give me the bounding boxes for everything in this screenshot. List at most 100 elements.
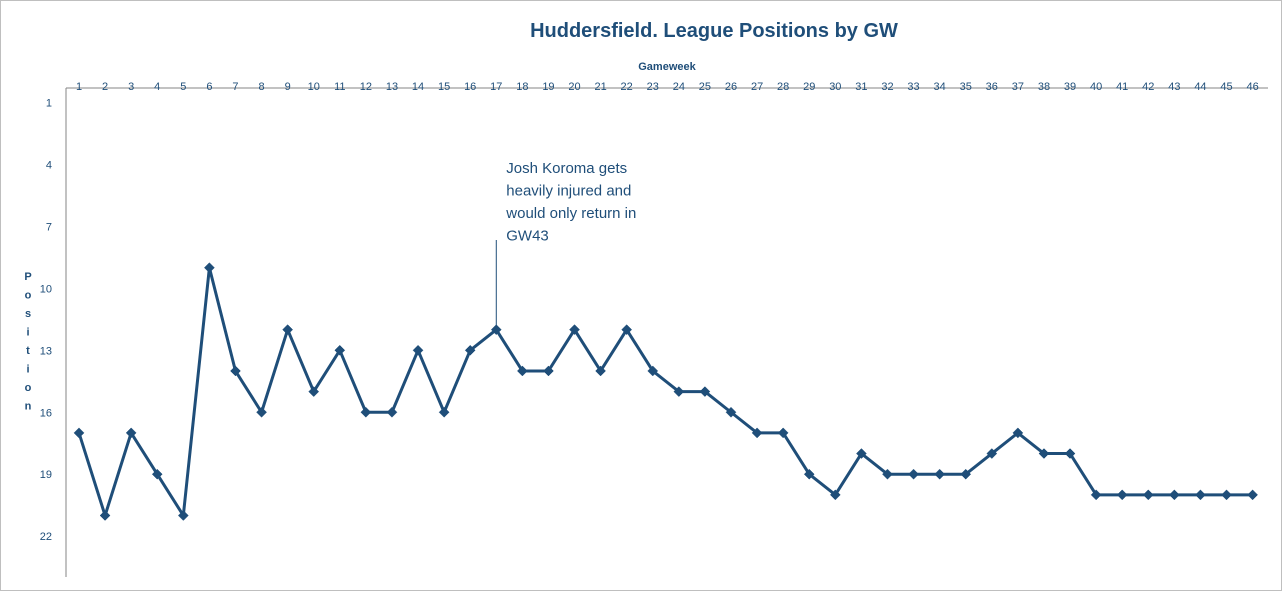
annotation-text-line: would only return in <box>505 205 636 222</box>
data-point-marker <box>1142 489 1154 501</box>
x-tick-label: 34 <box>934 81 946 93</box>
x-tick-label: 35 <box>960 81 972 93</box>
x-tick-label: 11 <box>334 81 345 93</box>
y-tick-label: 16 <box>40 407 52 419</box>
x-tick-label: 29 <box>803 81 815 93</box>
x-tick-label: 8 <box>258 81 264 93</box>
x-tick-label: 42 <box>1142 81 1154 93</box>
data-point-marker <box>438 406 450 418</box>
data-point-marker <box>751 427 763 439</box>
x-tick-label: 20 <box>568 81 580 93</box>
x-tick-label: 46 <box>1246 81 1258 93</box>
x-tick-label: 36 <box>986 81 998 93</box>
data-point-marker <box>360 406 372 418</box>
x-tick-label: 24 <box>673 81 685 93</box>
data-point-marker <box>882 468 893 480</box>
x-tick-label: 12 <box>360 81 372 93</box>
x-axis-title: Gameweek <box>638 61 696 73</box>
x-tick-label: 45 <box>1220 81 1232 93</box>
series-group <box>73 262 1258 521</box>
y-tick-label: 1 <box>46 98 52 110</box>
data-point-marker <box>1064 448 1076 459</box>
data-point-marker <box>621 324 633 336</box>
data-point-marker <box>517 365 528 377</box>
data-point-marker <box>125 427 137 439</box>
data-point-marker <box>1247 489 1258 501</box>
data-point-marker <box>856 448 867 459</box>
data-point-marker <box>1169 489 1180 501</box>
data-point-marker <box>803 468 815 480</box>
data-point-marker <box>256 406 267 418</box>
data-point-marker <box>1012 427 1024 439</box>
y-tick-label: 13 <box>40 345 52 357</box>
data-point-marker <box>1221 489 1232 501</box>
data-point-marker <box>673 386 685 397</box>
x-tick-label: 9 <box>285 81 291 93</box>
x-tick-label: 40 <box>1090 81 1102 93</box>
x-tick-label: 18 <box>516 81 528 93</box>
data-point-marker <box>99 510 111 521</box>
x-tick-label: 43 <box>1168 81 1180 93</box>
data-point-marker <box>569 324 580 336</box>
x-tick-label: 17 <box>490 81 502 93</box>
chart-title: Huddersfield. League Positions by GW <box>530 20 898 42</box>
x-tick-label: 31 <box>855 81 867 93</box>
x-tick-label: 6 <box>206 81 212 93</box>
x-tick-label: 38 <box>1038 81 1050 93</box>
data-point-marker <box>73 427 85 439</box>
x-tick-label: 41 <box>1116 81 1128 93</box>
y-tick-label: 19 <box>40 469 52 481</box>
x-tick-label: 23 <box>647 81 659 93</box>
y-axis-title-letter: t <box>26 345 30 357</box>
x-tick-label: 39 <box>1064 81 1076 93</box>
x-tick-label: 4 <box>154 81 160 93</box>
data-point-marker <box>986 448 998 459</box>
data-point-marker <box>725 406 737 418</box>
annotation-text-line: heavily injured and <box>506 183 631 200</box>
x-tick-label: 33 <box>907 81 919 93</box>
axes <box>65 87 1268 577</box>
data-point-marker <box>230 365 241 377</box>
y-tick-label: 4 <box>46 159 52 171</box>
x-tick-label: 5 <box>180 81 186 93</box>
data-point-marker <box>1116 489 1128 501</box>
data-point-marker <box>204 262 215 274</box>
x-tick-label: 19 <box>542 81 554 93</box>
data-point-marker <box>699 386 711 397</box>
data-point-marker <box>934 468 945 480</box>
y-tick-label: 22 <box>40 531 52 543</box>
x-tick-label: 22 <box>621 81 633 93</box>
x-tick-label: 37 <box>1012 81 1024 93</box>
y-tick-label: 10 <box>40 283 52 295</box>
data-point-marker <box>412 344 424 356</box>
y-axis-title: Position <box>24 271 31 413</box>
x-tick-label: 14 <box>412 81 424 93</box>
data-point-marker <box>1090 489 1102 501</box>
x-tick-label: 3 <box>128 81 134 93</box>
data-point-marker <box>908 468 919 480</box>
data-point-marker <box>1038 448 1050 459</box>
data-point-marker <box>829 489 841 501</box>
y-axis-title-letter: i <box>26 364 29 376</box>
data-point-marker <box>308 386 320 397</box>
y-axis-title-letter: P <box>24 271 31 283</box>
x-tick-label: 15 <box>438 81 450 93</box>
x-tick-label: 26 <box>725 81 737 93</box>
x-tick-label: 32 <box>881 81 893 93</box>
y-axis-title-letter: o <box>25 290 32 302</box>
data-point-marker <box>282 324 293 336</box>
data-point-marker <box>334 344 346 356</box>
annotation-group: Josh Koroma gets heavily injured and would… <box>495 160 636 330</box>
x-tick-label: 30 <box>829 81 841 93</box>
data-point-marker <box>960 468 972 480</box>
data-point-marker <box>595 365 606 377</box>
data-point-marker <box>1195 489 1206 501</box>
x-tick-label: 44 <box>1194 81 1206 93</box>
x-tick-label: 1 <box>76 81 82 93</box>
y-tick-label: 7 <box>46 221 52 233</box>
x-tick-label: 16 <box>464 81 476 93</box>
data-point-marker <box>464 344 476 356</box>
annotation-text-line: Josh Koroma gets <box>506 160 627 177</box>
